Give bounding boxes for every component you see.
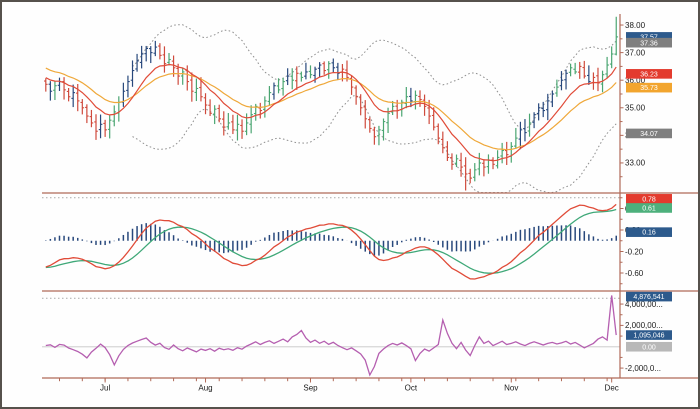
badge-label-ma-slow: 35.73 [640, 85, 658, 92]
badge-label-bollinger-upper: 37.36 [640, 40, 658, 47]
badge-label-histogram: 0.16 [642, 230, 656, 237]
badge-label-last-value: 1,095,046 [633, 333, 664, 340]
y-tick-label: -2,000,0... [625, 364, 661, 373]
badge-label-signal-line: 0.61 [642, 206, 656, 213]
y-tick-label: -0.60 [625, 269, 644, 278]
x-month-label: Sep [303, 384, 318, 393]
x-month-label: Dec [605, 384, 619, 393]
macd-line [45, 203, 617, 280]
badge-label-zero-level: 0.00 [642, 344, 656, 351]
x-month-label: Nov [504, 384, 518, 393]
badge-label-bollinger-lower: 34.07 [640, 131, 658, 138]
badge-bollinger-lower [626, 128, 672, 139]
price-panel[interactable] [42, 14, 620, 193]
x-month-label: Aug [198, 384, 212, 393]
badge-label-ma-fast: 36.23 [640, 71, 658, 78]
y-axis-volume-osc: 4,000,00... 2,000,00... -2,000,0... [620, 300, 663, 373]
dotted-reference-lines [42, 197, 620, 299]
badge-signal-line [626, 203, 672, 213]
volume-line [45, 295, 617, 377]
badge-histogram [626, 227, 672, 237]
volume-panel[interactable] [42, 295, 620, 378]
badge-label-peak-value: 4,876,541 [633, 294, 664, 301]
badge-zero-level [626, 341, 672, 352]
price-bars [44, 16, 619, 191]
value-badges-volume-osc: 4,876,541 1,095,046 0.00 [626, 291, 672, 352]
y-tick-label: 36.00 [625, 76, 646, 85]
badge-ma-fast [626, 69, 672, 79]
x-month-label: Oct [405, 384, 418, 393]
y-tick-label: 4,000,00... [625, 300, 663, 309]
y-tick-label: 35.00 [625, 104, 646, 113]
badge-last-value [626, 330, 672, 340]
x-month-label: Jul [100, 384, 110, 393]
macd-histogram [45, 223, 617, 257]
signal-line [45, 208, 617, 274]
badge-macd-line [626, 194, 672, 204]
axes [42, 14, 698, 379]
ma-fast-line [45, 63, 617, 162]
y-tick-label: 2,000,00... [625, 321, 663, 330]
badge-bollinger-upper [626, 37, 672, 48]
x-axis: Jul Aug Sep Oct Nov Dec [58, 378, 619, 393]
badge-label-macd-line: 0.78 [642, 196, 656, 203]
badge-last-price [626, 32, 672, 42]
macd-panel[interactable] [42, 197, 620, 291]
value-badges-macd: 0.78 0.61 0.16 [626, 194, 672, 237]
y-tick-label: 38.00 [625, 21, 646, 30]
ma-slow-line [45, 67, 617, 151]
y-tick-label: 33.00 [625, 159, 646, 168]
badge-peak-value [626, 291, 672, 302]
y-tick-label: 37.00 [625, 48, 646, 57]
y-tick-label: -0.20 [625, 247, 644, 256]
badge-ma-slow [626, 82, 672, 93]
